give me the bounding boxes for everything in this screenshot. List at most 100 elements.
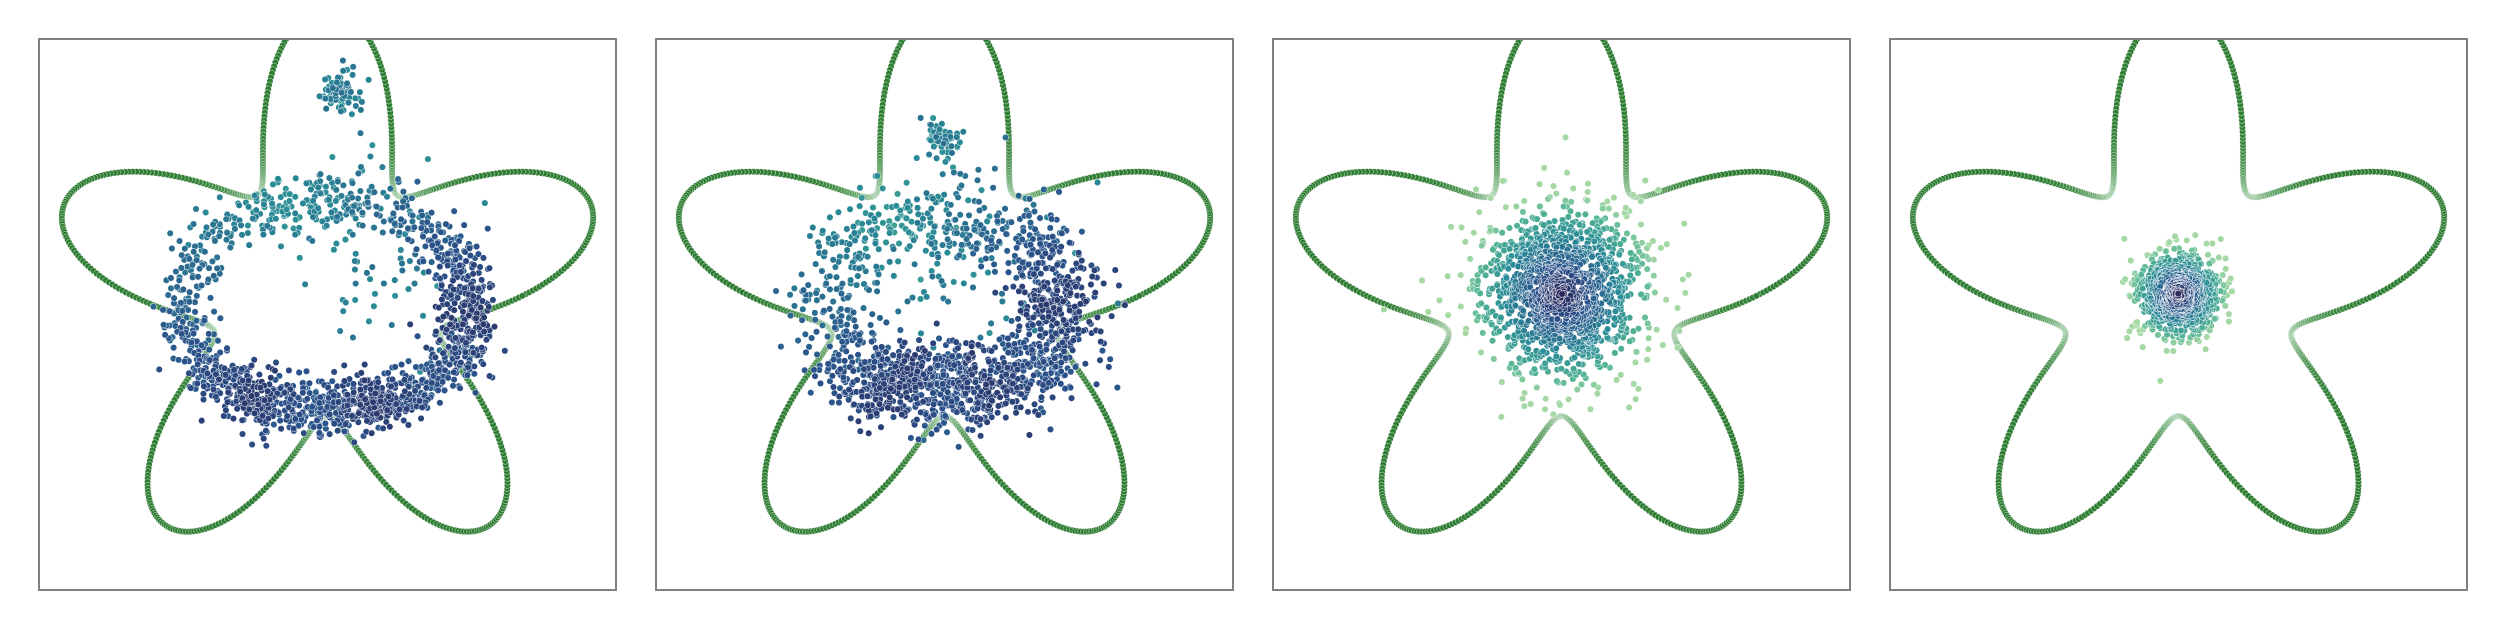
particle-point — [865, 286, 873, 294]
particle-point — [838, 280, 846, 288]
particle-point — [442, 220, 450, 228]
particle-point — [290, 390, 298, 398]
particle-point — [349, 231, 357, 239]
particle-point — [987, 347, 995, 355]
particle-point — [337, 192, 345, 200]
particle-point — [913, 154, 921, 162]
particle-point — [248, 362, 256, 370]
particle-point — [167, 274, 175, 282]
particle-point — [357, 106, 365, 114]
particle-point — [292, 216, 300, 224]
particle-point — [447, 291, 455, 299]
particle-point — [824, 332, 832, 341]
particle-point — [432, 247, 440, 255]
particle-point — [1090, 266, 1099, 274]
particle-point — [960, 279, 968, 287]
particle-point — [383, 193, 391, 201]
particle-point — [422, 384, 430, 392]
particle-point — [441, 237, 449, 245]
particle-point — [846, 240, 854, 248]
particle-point — [405, 357, 413, 365]
particle-point — [464, 363, 472, 371]
particle-point — [886, 229, 894, 237]
particle-point — [347, 88, 355, 96]
particle-point — [1014, 366, 1022, 374]
particle-point — [1060, 316, 1068, 324]
particle-point — [354, 169, 362, 177]
particle-point — [177, 299, 185, 307]
particle-point — [1007, 218, 1015, 226]
particle-point — [1042, 264, 1050, 272]
particle-point — [199, 390, 207, 398]
particle-point — [468, 306, 476, 314]
particle-point — [935, 334, 943, 342]
particle-point — [812, 328, 821, 336]
particle-point — [226, 243, 234, 252]
particle-point — [870, 364, 878, 372]
particle-point — [877, 362, 885, 370]
particle-point — [434, 386, 442, 394]
particle-point — [904, 198, 912, 206]
particle-point — [854, 253, 862, 261]
particle-point — [419, 257, 427, 265]
particle-point — [391, 276, 399, 284]
particle-point — [957, 400, 965, 408]
particle-point — [308, 237, 316, 245]
particle-point — [264, 414, 272, 422]
particle-point — [983, 217, 991, 225]
particle-point — [1015, 322, 1023, 330]
particle-point — [321, 75, 329, 83]
particle-point — [945, 210, 953, 218]
particle-point — [238, 365, 246, 373]
particle-point — [185, 255, 193, 263]
particle-point — [262, 442, 270, 450]
particle-point — [192, 205, 200, 213]
particle-point — [463, 371, 472, 379]
particle-point — [170, 294, 178, 302]
particle-point — [834, 208, 842, 216]
particle-point — [184, 306, 192, 314]
particle-point — [934, 253, 942, 261]
particle-point — [428, 241, 436, 249]
particle-point — [203, 369, 211, 377]
particle-point — [1077, 264, 1085, 272]
particle-point — [364, 198, 372, 206]
particle-point — [939, 371, 948, 379]
particle-point — [860, 280, 868, 288]
particle-point — [349, 63, 357, 71]
particle-point — [435, 359, 443, 367]
particle-point — [223, 344, 231, 352]
particle-point — [838, 238, 846, 246]
particle-point — [450, 306, 458, 314]
particle-point — [443, 326, 451, 334]
particle-point — [436, 263, 444, 271]
particle-point — [1030, 201, 1038, 209]
particle-point — [931, 355, 940, 363]
particle-point — [418, 211, 426, 219]
particle-point — [1042, 346, 1050, 354]
particle-point — [1009, 372, 1017, 380]
particle-point — [831, 234, 839, 242]
particle-point — [1009, 380, 1017, 388]
particle-point — [356, 385, 364, 394]
particle-point — [450, 376, 458, 384]
particle-point — [451, 344, 459, 352]
particle-point — [277, 193, 285, 201]
particle-point — [292, 174, 300, 182]
particle-point — [1046, 425, 1054, 433]
particle-point — [356, 401, 364, 409]
particle-point — [898, 411, 906, 419]
particle-point — [332, 240, 340, 248]
particle-point — [333, 213, 341, 221]
particle-point — [1036, 240, 1044, 248]
particle-point — [956, 170, 964, 178]
particle-point — [435, 304, 443, 312]
particle-point — [179, 285, 187, 293]
particle-point — [970, 271, 978, 279]
particle-point — [321, 95, 329, 103]
particle-point — [340, 361, 348, 369]
particle-point — [343, 401, 351, 409]
particle-point — [290, 425, 298, 433]
particle-point — [871, 239, 879, 247]
particle-point — [329, 84, 337, 92]
